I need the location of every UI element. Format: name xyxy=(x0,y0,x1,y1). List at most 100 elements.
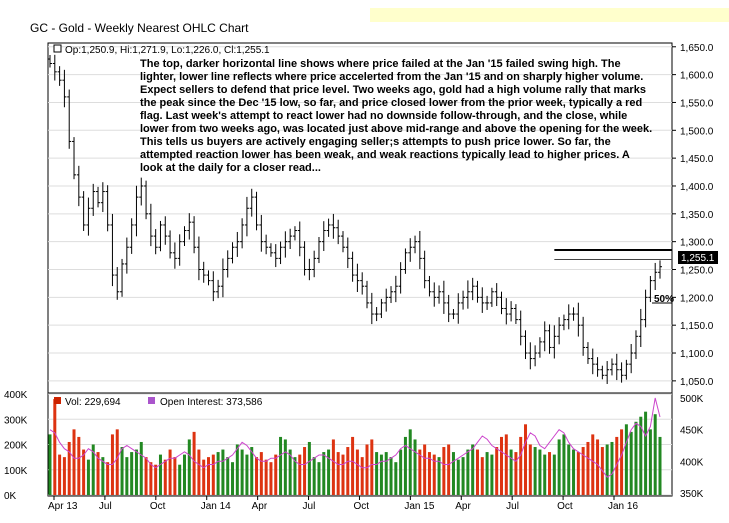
volume-bar xyxy=(629,431,633,495)
volume-bar xyxy=(475,449,479,495)
volume-bar xyxy=(303,447,307,495)
volume-bar xyxy=(288,449,292,495)
volume-bar xyxy=(658,436,662,495)
time-tick-label: Jul xyxy=(99,501,112,512)
volume-bar xyxy=(519,436,523,495)
volume-bar xyxy=(298,454,302,495)
volume-bar xyxy=(437,457,441,495)
volume-bar xyxy=(548,452,552,495)
volume-bar xyxy=(379,454,383,495)
price-tick-label: 1,050.0 xyxy=(680,377,714,388)
time-tick-label: Jan 14 xyxy=(201,501,231,512)
volume-bar xyxy=(327,449,331,495)
volume-bar xyxy=(653,414,657,495)
time-tick-label: Oct xyxy=(353,501,369,512)
volume-bar xyxy=(504,434,508,495)
volume-bar xyxy=(187,439,191,495)
volume-bar xyxy=(307,441,311,495)
volume-bar xyxy=(432,454,436,495)
volume-bar xyxy=(173,457,177,495)
volume-bar xyxy=(610,441,614,495)
time-tick-label: Oct xyxy=(557,501,573,512)
volume-bar xyxy=(154,464,158,495)
volume-bar xyxy=(77,436,81,495)
volume-bar xyxy=(442,447,446,495)
volume-bar xyxy=(418,449,422,495)
volume-bar xyxy=(72,429,76,495)
volume-bar xyxy=(168,449,172,495)
volume-bar xyxy=(178,464,182,495)
volume-bar xyxy=(581,447,585,495)
volume-bar xyxy=(240,449,244,495)
volume-bar xyxy=(485,452,489,495)
volume-bar xyxy=(528,444,532,495)
volume-bar xyxy=(341,454,345,495)
last-price-tag: 1,255.1 xyxy=(681,253,715,264)
volume-tick-label: 200K xyxy=(4,441,28,452)
volume-bar xyxy=(360,457,364,495)
price-legend: Op:1,250.9, Hi:1,271.9, Lo:1,226.0, Cl:1… xyxy=(65,45,270,56)
volume-series xyxy=(48,399,662,495)
volume-bar xyxy=(231,462,235,495)
volume-bar xyxy=(389,457,393,495)
volume-legend-swatch xyxy=(54,397,61,404)
volume-bar xyxy=(221,449,225,495)
volume-bar xyxy=(96,452,100,495)
volume-bar xyxy=(274,454,278,495)
oi-tick-label: 400K xyxy=(680,457,704,468)
price-tick-label: 1,300.0 xyxy=(680,238,714,249)
annotation-paragraph: The top, darker horizontal line shows wh… xyxy=(140,58,653,174)
time-tick-label: Jul xyxy=(506,501,519,512)
volume-bar xyxy=(250,447,254,495)
price-tick-label: 1,150.0 xyxy=(680,321,714,332)
volume-bar xyxy=(639,416,643,495)
volume-bar xyxy=(466,449,470,495)
volume-bar xyxy=(499,436,503,495)
volume-bar xyxy=(399,449,403,495)
volume-bar xyxy=(269,462,273,495)
volume-bar xyxy=(106,462,110,495)
time-tick-label: Apr xyxy=(455,501,471,512)
volume-bar xyxy=(197,449,201,495)
horizontal-levels xyxy=(554,249,672,260)
volume-bar xyxy=(543,454,547,495)
volume-bar xyxy=(471,444,475,495)
volume-bar xyxy=(514,452,518,495)
volume-bar xyxy=(562,434,566,495)
volume-bar xyxy=(384,452,388,495)
volume-bar xyxy=(648,429,652,495)
volume-bar xyxy=(259,452,263,495)
volume-legend: Vol: 229,694 xyxy=(65,397,121,408)
volume-tick-label: 300K xyxy=(4,415,28,426)
time-tick-label: Apr 13 xyxy=(48,501,78,512)
price-tick-label: 1,550.0 xyxy=(680,98,714,109)
volume-bar xyxy=(427,452,431,495)
volume-bar xyxy=(120,447,124,495)
volume-bar xyxy=(226,457,230,495)
volume-bar xyxy=(375,452,379,495)
volume-bar xyxy=(586,441,590,495)
last-price-tag-bg xyxy=(678,251,718,264)
volume-bar xyxy=(490,454,494,495)
volume-bar xyxy=(317,462,321,495)
volume-bar xyxy=(125,457,129,495)
time-tick-label: Jan 16 xyxy=(608,501,638,512)
volume-bar xyxy=(149,462,153,495)
volume-bar xyxy=(86,459,90,495)
volume-bar xyxy=(91,444,95,495)
time-tick-label: Jul xyxy=(303,501,316,512)
time-tick-label: Apr xyxy=(252,501,268,512)
volume-bar xyxy=(235,444,239,495)
volume-bar xyxy=(53,399,57,495)
price-tick-label: 1,350.0 xyxy=(680,210,714,221)
volume-bar xyxy=(591,434,595,495)
volume-bar xyxy=(245,454,249,495)
volume-bar xyxy=(576,452,580,495)
price-tick-label: 1,250.0 xyxy=(680,266,714,277)
volume-bar xyxy=(572,449,576,495)
volume-bar xyxy=(139,441,143,495)
chart-title: GC - Gold - Weekly Nearest OHLC Chart xyxy=(30,21,249,35)
volume-bar xyxy=(408,429,412,495)
volume-tick-label: 0K xyxy=(4,491,17,502)
